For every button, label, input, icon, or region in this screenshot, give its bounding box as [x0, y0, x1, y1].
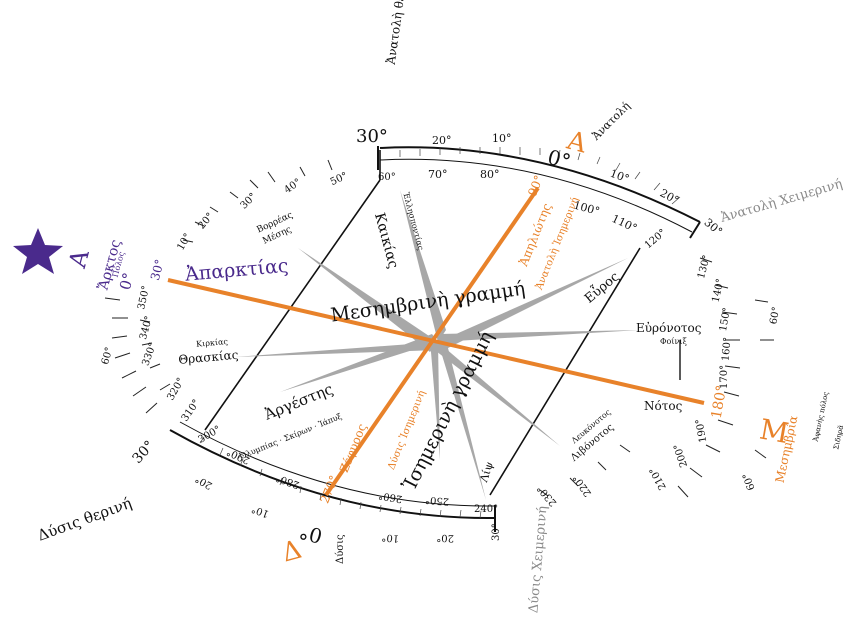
foinix-label: Φοίνιξ: [660, 337, 688, 346]
bottom-inner-tick-3: 250°: [425, 494, 450, 507]
zefyros-label: Ζέφυρος: [337, 421, 369, 474]
outer-left-30: 30°: [129, 438, 158, 467]
outer-left-60: 60°: [100, 346, 115, 366]
left-tick-340: 340°: [138, 315, 155, 341]
anatoli-therini-label: Ἀνατολὴ θερινή: [384, 0, 411, 66]
bottom-tick-1: 10°: [250, 503, 270, 519]
anatoli-cheimerini-label: Ἀνατολὴ Χειμερινή: [718, 177, 843, 226]
left-tick-50: 50°: [329, 171, 350, 188]
arktos-deg: 0°: [116, 271, 138, 292]
right-tick-210: 210°: [648, 465, 669, 491]
olympias-label: Ὀλυμπίας · Σκίρων · Ἰάπυξ: [238, 412, 343, 461]
ring-30-left: 30°: [148, 258, 167, 282]
right-tick-170: 170°: [719, 365, 730, 389]
left-tick-20: 20°: [196, 211, 216, 232]
anatoli-label: Ἀνατολή: [589, 99, 633, 143]
zefyros-deg: 270°: [317, 473, 341, 505]
dysis-cheimerini-label: Δύσις Χειμερινή: [526, 505, 550, 613]
mesimvria-deg: 180°: [709, 384, 731, 420]
ring-30-top: 30°: [356, 126, 388, 147]
left-tick-40: 40°: [282, 177, 303, 196]
outer-right-60-a: 60°: [768, 306, 782, 325]
wind-rays: [235, 190, 640, 500]
star-icon: [13, 228, 63, 274]
ring-30-bottom-right: 30°: [491, 523, 502, 541]
right-outer-ring-ticks: [677, 257, 774, 498]
top-scale-bar: [377, 146, 701, 239]
left-tick-350: 350°: [136, 285, 152, 311]
arktos-letter: Α: [63, 246, 95, 272]
top-tick-2: 10°: [608, 167, 631, 186]
bottom-mid-tick-220: 220°: [571, 472, 594, 498]
top-inner-tick-3: 110°: [610, 212, 640, 235]
left-outer-ring-ticks: [104, 159, 333, 414]
left-tick-30: 30°: [239, 191, 259, 211]
notos-label: Νότος: [644, 399, 683, 413]
dysis-label: Δύσις: [335, 534, 346, 564]
apiliotis-deg: 90°: [525, 173, 546, 198]
bottom-mid-tick-230: 230°: [535, 483, 559, 509]
aparktias-label: Ἀπαρκτίας: [183, 255, 289, 286]
left-tick-310: 310°: [180, 398, 203, 424]
mesimvria-sub1: Ἀφανὴς πόλος: [812, 391, 831, 443]
bottom-inner-ring-ticks: [539, 444, 631, 497]
left-tick-320: 320°: [165, 376, 187, 402]
mesimvria-sub2: Σιδηρᾶ: [832, 424, 843, 450]
bottom-tick-2: 10°: [381, 531, 400, 544]
deg-120: 120°: [643, 227, 669, 251]
dysis-deg: 0°: [297, 519, 325, 548]
right-tick-130: 130°: [696, 254, 713, 280]
right-tick-190: 190°: [694, 418, 709, 444]
dysis-therini-label: Δύσις θερινή: [35, 494, 134, 545]
kirkias-label: Κιρκίας: [196, 337, 229, 349]
right-tick-140: 140°: [711, 278, 727, 304]
mesimvria-letter: Μ: [757, 413, 791, 450]
bottom-tick-0: 20°: [194, 473, 215, 491]
bottom-scale-bar: [169, 421, 496, 532]
bottom-inner-tick-2: 260°: [378, 489, 404, 504]
top-tick-0: 20°: [432, 134, 452, 147]
evronotos-label: Εὐρόνοτος: [636, 321, 702, 335]
top-inner-tick-1: 80°: [480, 168, 500, 181]
thraskias-label: Θρασκίας: [178, 348, 239, 367]
lips-label: Λίψ: [477, 460, 496, 485]
orange-axes: [167, 186, 705, 497]
right-tick-200: 200°: [672, 442, 690, 468]
top-tick-1: 10°: [492, 132, 512, 145]
outer-right-60-b: 60°: [741, 471, 757, 491]
kaikias-label: Καικίας: [371, 211, 402, 271]
top-inner-tick-0: 70°: [428, 168, 448, 181]
right-tick-160: 160°: [720, 337, 733, 362]
bottom-tick-3: 20°: [436, 532, 454, 544]
right-tick-150: 150°: [718, 307, 733, 333]
deg-240: 240°: [474, 504, 498, 515]
deg-60: 60°: [378, 172, 396, 183]
